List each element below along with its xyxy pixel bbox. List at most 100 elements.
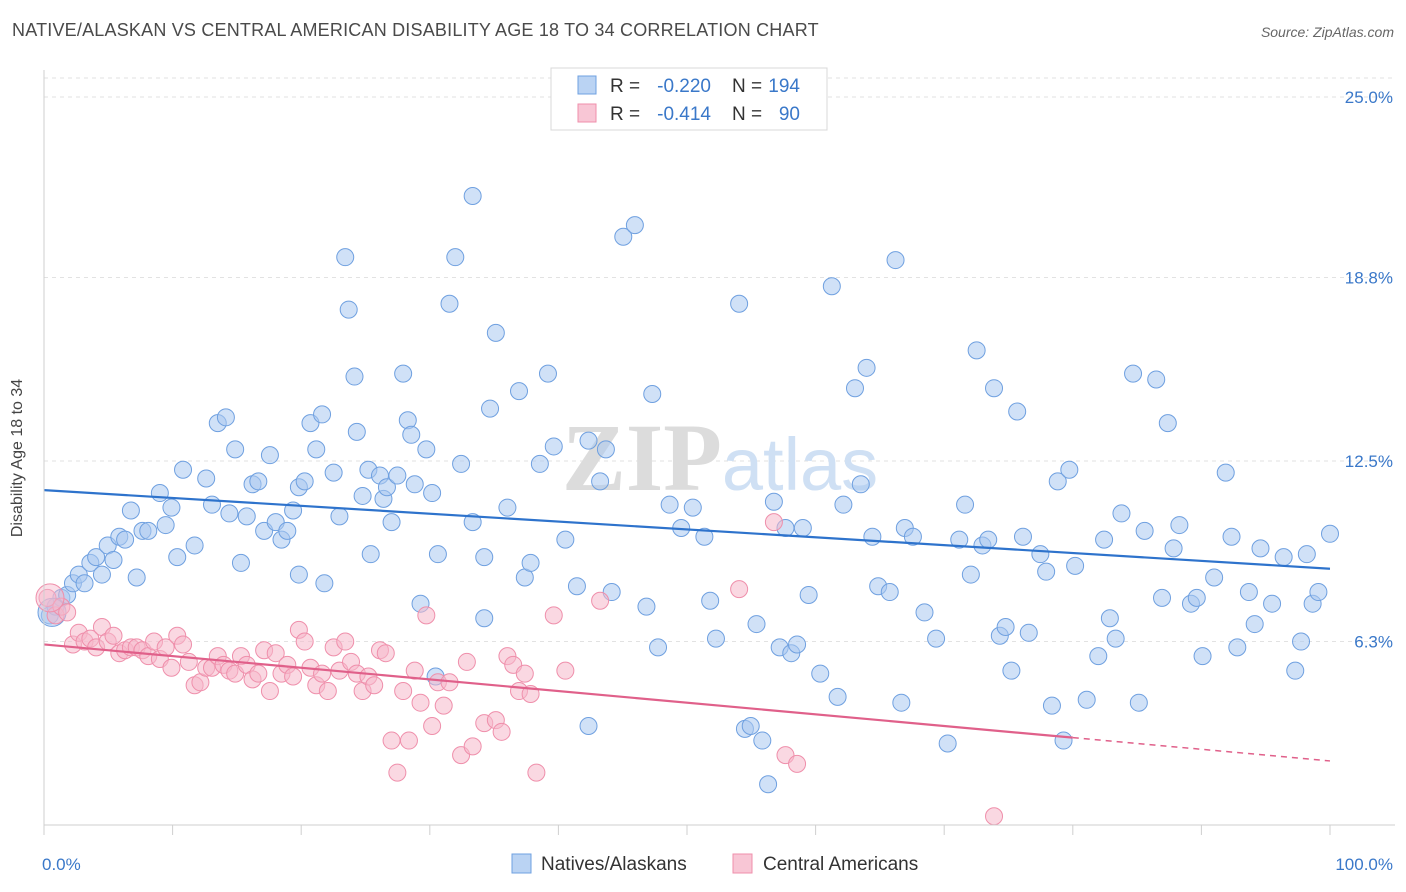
data-point-natives xyxy=(481,399,500,418)
data-point-natives xyxy=(938,734,957,753)
data-point-central xyxy=(405,661,424,680)
data-point-central xyxy=(313,664,332,683)
data-point-central xyxy=(423,716,442,735)
data-point-natives xyxy=(197,469,216,488)
legend-swatch-central-bottom xyxy=(732,853,753,874)
data-point-natives xyxy=(1060,460,1079,479)
data-point-natives xyxy=(1321,524,1339,543)
data-point-central xyxy=(788,754,807,773)
data-point-central xyxy=(104,626,123,645)
data-point-central xyxy=(463,737,482,756)
trend-line-central xyxy=(43,643,1073,739)
data-point-natives xyxy=(1037,562,1056,581)
data-point-natives xyxy=(886,251,905,270)
legend-bottom: Natives/Alaskans Central Americans xyxy=(511,853,918,875)
data-point-natives xyxy=(544,437,563,456)
data-point-natives xyxy=(315,574,334,593)
data-point-natives xyxy=(237,507,256,526)
data-point-natives xyxy=(75,574,94,593)
data-point-natives xyxy=(1245,615,1264,634)
x-tick-label: 100.0% xyxy=(1335,855,1393,874)
data-point-natives xyxy=(1112,504,1131,523)
y-tick-label: 6.3% xyxy=(1354,633,1393,652)
data-point-central xyxy=(457,652,476,671)
data-point-natives xyxy=(1187,588,1206,607)
data-point-natives xyxy=(231,553,250,572)
data-point-natives xyxy=(249,472,268,491)
data-point-central xyxy=(388,763,407,782)
data-point-natives xyxy=(220,504,239,523)
data-point-natives xyxy=(498,498,517,517)
data-point-natives xyxy=(388,466,407,485)
data-point-natives xyxy=(260,446,279,465)
data-point-natives xyxy=(1013,527,1032,546)
data-point-natives xyxy=(892,693,911,712)
data-point-central xyxy=(730,580,749,599)
data-point-natives xyxy=(440,294,459,313)
data-point-natives xyxy=(1205,568,1224,587)
data-point-natives xyxy=(394,364,413,383)
data-point-natives xyxy=(967,341,986,360)
data-point-central xyxy=(249,664,268,683)
chart-title: NATIVE/ALASKAN VS CENTRAL AMERICAN DISAB… xyxy=(12,20,819,40)
data-point-natives xyxy=(345,367,364,386)
data-point-natives xyxy=(1100,609,1119,628)
data-point-natives xyxy=(330,507,349,526)
data-point-natives xyxy=(336,248,355,267)
legend-box xyxy=(550,67,828,131)
data-point-central xyxy=(394,682,413,701)
data-point-natives xyxy=(759,775,778,794)
data-point-natives xyxy=(185,536,204,555)
data-point-natives xyxy=(788,635,807,654)
legend-label-central: Central Americans xyxy=(763,854,918,875)
data-point-natives xyxy=(614,227,633,246)
data-point-natives xyxy=(1309,583,1328,602)
data-point-central xyxy=(35,583,65,613)
data-point-natives xyxy=(226,440,245,459)
data-point-natives xyxy=(799,585,818,604)
data-point-natives xyxy=(1274,548,1293,567)
axes: 6.3% 12.5% 18.8% 25.0% 0.0% 100.0% xyxy=(42,70,1395,874)
data-point-natives xyxy=(127,568,146,587)
data-point-central xyxy=(544,606,563,625)
data-point-natives xyxy=(139,521,158,540)
data-point-natives xyxy=(706,629,725,648)
data-point-central xyxy=(411,693,430,712)
data-point-natives xyxy=(104,551,123,570)
data-point-natives xyxy=(347,422,366,441)
data-point-natives xyxy=(625,216,644,235)
data-point-natives xyxy=(353,486,372,505)
data-point-natives xyxy=(446,248,465,267)
data-point-natives xyxy=(475,609,494,628)
x-tick-label: 0.0% xyxy=(42,855,81,874)
data-point-natives xyxy=(1292,632,1311,651)
data-point-natives xyxy=(660,495,679,514)
data-point-natives xyxy=(591,472,610,491)
data-point-natives xyxy=(521,553,540,572)
data-point-central xyxy=(556,661,575,680)
trend-line-natives xyxy=(43,489,1331,570)
data-point-natives xyxy=(313,405,332,424)
data-point-natives xyxy=(927,629,946,648)
data-point-natives xyxy=(174,460,193,479)
legend-swatch-natives-bottom xyxy=(511,853,532,874)
data-point-natives xyxy=(402,425,421,444)
data-point-central xyxy=(284,667,303,686)
data-point-central xyxy=(764,513,783,532)
data-point-natives xyxy=(1263,594,1282,613)
data-point-natives xyxy=(121,501,140,520)
y-tick-label: 12.5% xyxy=(1345,452,1393,471)
central-points xyxy=(35,513,1004,826)
legend-swatch-natives xyxy=(577,75,597,95)
data-point-natives xyxy=(307,440,326,459)
data-point-natives xyxy=(216,408,235,427)
data-point-natives xyxy=(1054,731,1073,750)
data-point-natives xyxy=(579,716,598,735)
data-point-natives xyxy=(863,527,882,546)
data-point-natives xyxy=(1095,530,1114,549)
data-point-natives xyxy=(1286,661,1305,680)
data-point-natives xyxy=(834,495,853,514)
data-point-natives xyxy=(463,187,482,206)
data-point-natives xyxy=(1019,623,1038,642)
